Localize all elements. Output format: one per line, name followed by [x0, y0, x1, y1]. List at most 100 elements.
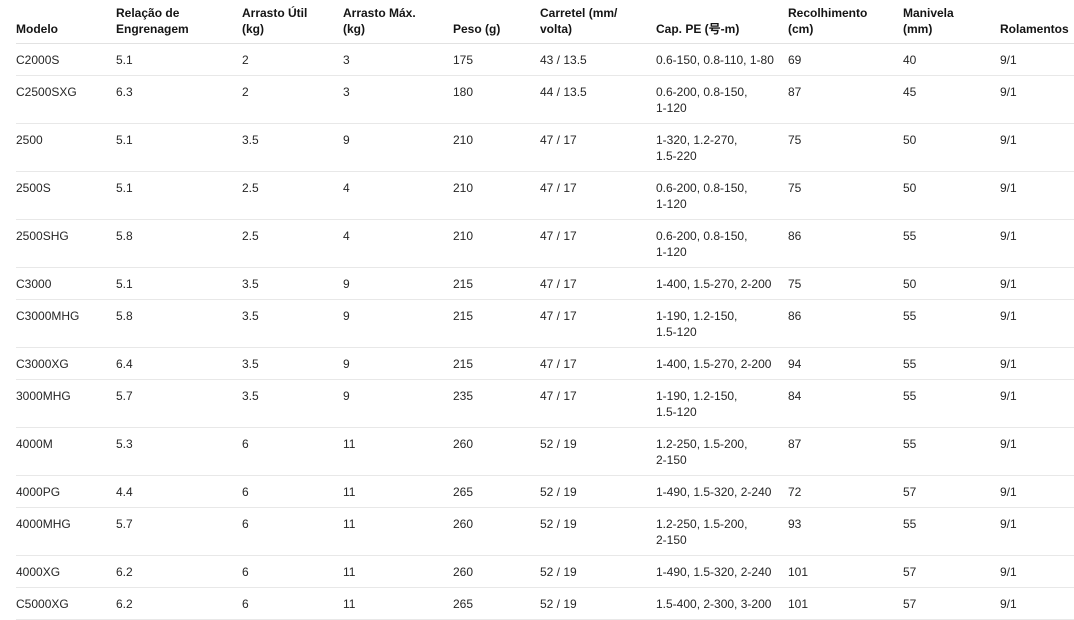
- cell-peso: 210: [453, 123, 540, 172]
- cell-relacao: 6.2: [116, 555, 242, 588]
- cell-peso: 260: [453, 555, 540, 588]
- column-header-peso: Peso (g): [453, 0, 540, 44]
- cell-arrasto-util: 3.5: [242, 267, 343, 300]
- cell-arrasto-util: 2.5: [242, 171, 343, 220]
- table-row: C5000XG 6.2 6 11 265 52 / 19 1.5-400, 2-300, 3…: [16, 587, 1074, 620]
- cell-arrasto-max: 11: [343, 427, 453, 476]
- cell-manivela: 57: [903, 475, 1000, 508]
- cell-relacao: 6.2: [116, 587, 242, 620]
- cell-rolamentos: 9/1: [1000, 587, 1074, 620]
- cell-relacao: 6.3: [116, 75, 242, 124]
- cell-manivela: 55: [903, 427, 1000, 476]
- table-row: C3000 5.1 3.5 9 215 47 / 17 1-400, 1.5-270, 2-…: [16, 267, 1074, 300]
- spec-table: Modelo Relação de Engrenagem Arrasto Útil …: [16, 0, 1074, 620]
- cell-peso: 260: [453, 427, 540, 476]
- cell-modelo: 2500: [16, 123, 116, 172]
- cell-arrasto-max: 4: [343, 219, 453, 268]
- cell-rolamentos: 9/1: [1000, 507, 1074, 556]
- table-row: 2500 5.1 3.5 9 210 47 / 17 1-320, 1.2-270, 1.5…: [16, 123, 1074, 172]
- cell-arrasto-max: 9: [343, 267, 453, 300]
- cell-relacao: 5.7: [116, 507, 242, 556]
- cell-arrasto-max: 11: [343, 507, 453, 556]
- cell-arrasto-util: 3.5: [242, 347, 343, 380]
- table-row: C2000S 5.1 2 3 175 43 / 13.5 0.6-150, 0.8-110,…: [16, 43, 1074, 76]
- cell-cap-pe: 0.6-200, 0.8-150, 1-120: [656, 219, 788, 268]
- table-row: C2500SXG 6.3 2 3 180 44 / 13.5 0.6-200, 0.8-15…: [16, 75, 1074, 124]
- cell-relacao: 4.4: [116, 475, 242, 508]
- column-header-rolamentos: Rolamentos: [1000, 0, 1074, 44]
- cell-rolamentos: 9/1: [1000, 347, 1074, 380]
- cell-rolamentos: 9/1: [1000, 299, 1074, 348]
- cell-manivela: 50: [903, 171, 1000, 220]
- cell-peso: 265: [453, 587, 540, 620]
- cell-carretel: 52 / 19: [540, 555, 656, 588]
- cell-manivela: 55: [903, 507, 1000, 556]
- cell-arrasto-max: 9: [343, 123, 453, 172]
- cell-carretel: 47 / 17: [540, 347, 656, 380]
- cell-arrasto-util: 6: [242, 427, 343, 476]
- cell-recolhimento: 75: [788, 267, 903, 300]
- cell-arrasto-max: 11: [343, 587, 453, 620]
- cell-manivela: 45: [903, 75, 1000, 124]
- table-row: 4000PG 4.4 6 11 265 52 / 19 1-490, 1.5-320, 2-…: [16, 475, 1074, 508]
- cell-relacao: 5.1: [116, 171, 242, 220]
- cell-cap-pe: 1-400, 1.5-270, 2-200: [656, 267, 788, 300]
- cell-peso: 260: [453, 507, 540, 556]
- table-row: C3000MHG 5.8 3.5 9 215 47 / 17 1-190, 1.2-150,…: [16, 299, 1074, 348]
- cell-modelo: C2500SXG: [16, 75, 116, 124]
- cell-arrasto-max: 3: [343, 75, 453, 124]
- cell-rolamentos: 9/1: [1000, 43, 1074, 76]
- cell-peso: 175: [453, 43, 540, 76]
- cell-cap-pe: 1-490, 1.5-320, 2-240: [656, 555, 788, 588]
- cell-arrasto-util: 3.5: [242, 123, 343, 172]
- cell-rolamentos: 9/1: [1000, 123, 1074, 172]
- cell-peso: 265: [453, 475, 540, 508]
- cell-modelo: 4000PG: [16, 475, 116, 508]
- cell-manivela: 55: [903, 219, 1000, 268]
- cell-arrasto-util: 6: [242, 555, 343, 588]
- table-row: 4000MHG 5.7 6 11 260 52 / 19 1.2-250, 1.5-200,…: [16, 507, 1074, 556]
- cell-rolamentos: 9/1: [1000, 475, 1074, 508]
- cell-modelo: C5000XG: [16, 587, 116, 620]
- cell-carretel: 47 / 17: [540, 299, 656, 348]
- cell-cap-pe: 0.6-150, 0.8-110, 1-80: [656, 43, 788, 76]
- cell-modelo: C2000S: [16, 43, 116, 76]
- cell-modelo: C3000XG: [16, 347, 116, 380]
- cell-recolhimento: 72: [788, 475, 903, 508]
- cell-recolhimento: 94: [788, 347, 903, 380]
- cell-cap-pe: 1.2-250, 1.5-200, 2-150: [656, 427, 788, 476]
- cell-recolhimento: 86: [788, 219, 903, 268]
- table-row: 3000MHG 5.7 3.5 9 235 47 / 17 1-190, 1.2-150, …: [16, 379, 1074, 428]
- cell-cap-pe: 1-190, 1.2-150, 1.5-120: [656, 299, 788, 348]
- cell-cap-pe: 1.5-400, 2-300, 3-200: [656, 587, 788, 620]
- cell-relacao: 5.1: [116, 267, 242, 300]
- cell-carretel: 52 / 19: [540, 507, 656, 556]
- table-row: 2500S 5.1 2.5 4 210 47 / 17 0.6-200, 0.8-150, …: [16, 171, 1074, 220]
- cell-carretel: 47 / 17: [540, 123, 656, 172]
- cell-relacao: 5.3: [116, 427, 242, 476]
- cell-recolhimento: 101: [788, 555, 903, 588]
- cell-recolhimento: 75: [788, 123, 903, 172]
- cell-rolamentos: 9/1: [1000, 555, 1074, 588]
- cell-recolhimento: 86: [788, 299, 903, 348]
- cell-manivela: 57: [903, 555, 1000, 588]
- cell-cap-pe: 0.6-200, 0.8-150, 1-120: [656, 171, 788, 220]
- cell-modelo: 2500SHG: [16, 219, 116, 268]
- cell-carretel: 44 / 13.5: [540, 75, 656, 124]
- cell-cap-pe: 1-190, 1.2-150, 1.5-120: [656, 379, 788, 428]
- cell-arrasto-util: 2.5: [242, 219, 343, 268]
- cell-recolhimento: 75: [788, 171, 903, 220]
- cell-carretel: 43 / 13.5: [540, 43, 656, 76]
- cell-peso: 180: [453, 75, 540, 124]
- cell-rolamentos: 9/1: [1000, 379, 1074, 428]
- cell-manivela: 40: [903, 43, 1000, 76]
- cell-arrasto-util: 2: [242, 43, 343, 76]
- cell-cap-pe: 1.2-250, 1.5-200, 2-150: [656, 507, 788, 556]
- column-header-relacao: Relação de Engrenagem: [116, 0, 242, 44]
- column-header-arrasto-max: Arrasto Máx. (kg): [343, 0, 453, 44]
- cell-recolhimento: 101: [788, 587, 903, 620]
- cell-relacao: 5.7: [116, 379, 242, 428]
- cell-arrasto-max: 4: [343, 171, 453, 220]
- cell-rolamentos: 9/1: [1000, 75, 1074, 124]
